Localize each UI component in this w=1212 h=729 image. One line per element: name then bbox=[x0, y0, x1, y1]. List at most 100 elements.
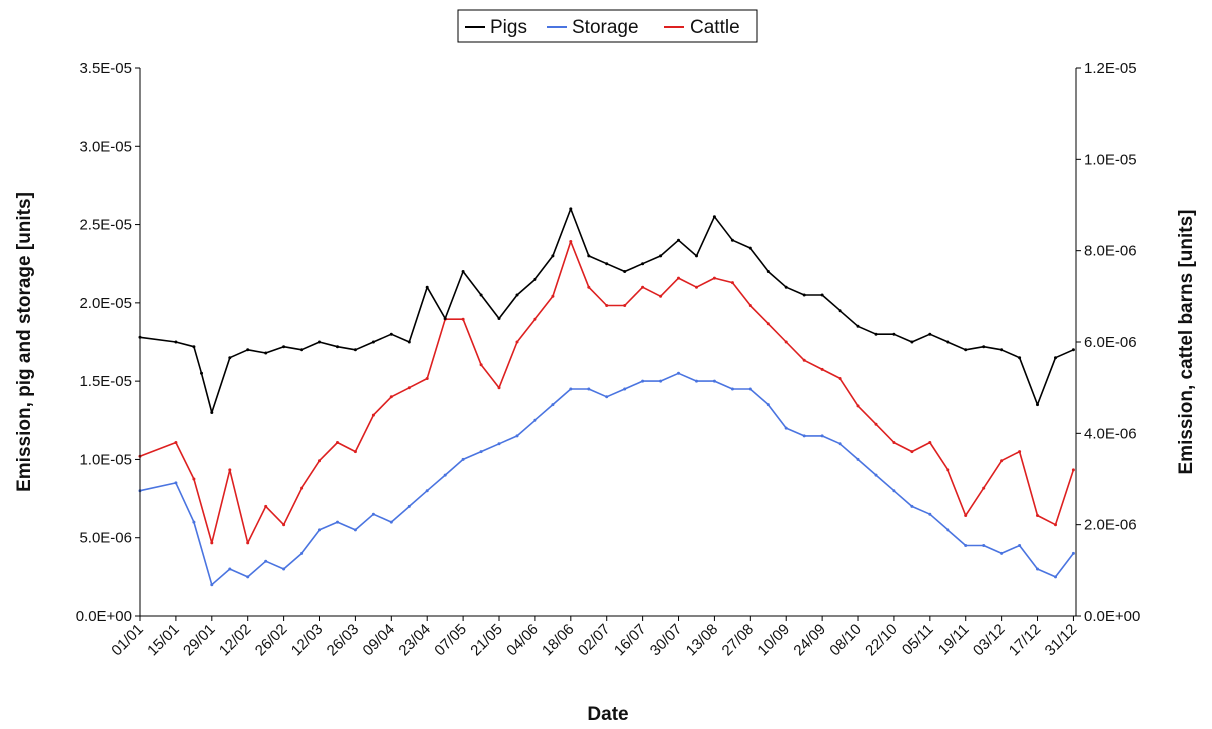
data-point-pigs bbox=[802, 293, 806, 297]
data-point-storage bbox=[820, 434, 824, 438]
x-tick-label: 02/07 bbox=[575, 621, 614, 660]
data-point-pigs bbox=[730, 238, 734, 242]
series-points-storage bbox=[138, 371, 1075, 587]
data-point-cattle bbox=[407, 386, 411, 390]
data-point-cattle bbox=[964, 514, 968, 517]
data-point-storage bbox=[784, 426, 788, 430]
x-tick-label: 19/11 bbox=[935, 621, 973, 659]
data-point-cattle bbox=[551, 294, 555, 298]
data-point-storage bbox=[677, 371, 680, 375]
data-point-storage bbox=[1071, 551, 1075, 555]
data-point-storage bbox=[425, 489, 429, 493]
data-point-cattle bbox=[982, 486, 986, 490]
legend-box bbox=[457, 9, 758, 43]
data-point-pigs bbox=[587, 254, 591, 258]
data-point-storage bbox=[964, 544, 968, 547]
data-point-cattle bbox=[1000, 459, 1004, 463]
data-point-pigs bbox=[946, 340, 950, 344]
data-point-cattle bbox=[461, 317, 465, 321]
data-point-pigs bbox=[282, 345, 286, 349]
data-point-storage bbox=[892, 489, 896, 493]
data-point-cattle bbox=[569, 240, 573, 243]
data-point-pigs bbox=[443, 317, 447, 320]
left-axis-title: Emission, pig and storage [units] bbox=[14, 192, 35, 492]
left-tick-label: 3.5E-05 bbox=[79, 60, 132, 77]
data-point-storage bbox=[659, 379, 663, 383]
data-point-cattle bbox=[515, 340, 519, 344]
right-tick-label: 0.0E+00 bbox=[1084, 608, 1140, 625]
left-tick-label: 0.0E+00 bbox=[76, 608, 132, 625]
data-point-cattle bbox=[712, 276, 716, 280]
left-tick-label: 1.5E-05 bbox=[79, 373, 132, 390]
x-tick-label: 15/01 bbox=[144, 621, 183, 660]
data-point-storage bbox=[461, 457, 465, 461]
data-point-pigs bbox=[964, 348, 968, 352]
x-axis-title: Date bbox=[587, 704, 628, 725]
data-point-storage bbox=[228, 567, 232, 571]
x-tick-label: 16/07 bbox=[611, 621, 650, 660]
right-tick-label: 8.0E-06 bbox=[1084, 243, 1137, 260]
data-point-pigs bbox=[353, 348, 357, 352]
left-tick-label: 3.0E-05 bbox=[79, 138, 132, 155]
series-line-storage bbox=[139, 372, 1075, 586]
x-axis-ticks: 01/0115/0129/0112/0226/0212/0326/0309/04… bbox=[108, 616, 1080, 659]
data-point-storage bbox=[174, 481, 178, 485]
data-point-storage bbox=[551, 403, 555, 407]
data-point-cattle bbox=[730, 281, 734, 285]
data-point-pigs bbox=[318, 340, 321, 344]
plot-area bbox=[140, 68, 1076, 616]
data-point-storage bbox=[246, 575, 250, 579]
left-tick-label: 2.0E-05 bbox=[79, 295, 132, 312]
data-point-cattle bbox=[389, 395, 393, 399]
data-point-storage bbox=[874, 473, 878, 477]
data-point-storage bbox=[497, 442, 501, 446]
data-point-pigs bbox=[766, 270, 770, 273]
data-point-cattle bbox=[497, 386, 501, 390]
data-point-pigs bbox=[784, 285, 788, 289]
data-point-pigs bbox=[856, 324, 860, 328]
data-point-pigs bbox=[425, 285, 429, 289]
data-point-pigs bbox=[407, 340, 411, 344]
right-tick-label: 2.0E-06 bbox=[1084, 517, 1137, 534]
data-point-cattle bbox=[533, 317, 537, 321]
data-point-pigs bbox=[677, 238, 680, 242]
data-point-storage bbox=[1000, 551, 1004, 555]
data-point-pigs bbox=[874, 332, 878, 336]
data-point-pigs bbox=[228, 356, 232, 360]
data-point-pigs bbox=[533, 277, 537, 281]
data-point-storage bbox=[748, 387, 752, 391]
data-point-cattle bbox=[946, 468, 950, 472]
data-point-cattle bbox=[1018, 450, 1022, 454]
legend: Pigs Storage Cattle bbox=[457, 9, 758, 43]
series-line-cattle bbox=[139, 240, 1075, 544]
data-point-cattle bbox=[479, 363, 483, 367]
data-point-cattle bbox=[623, 304, 627, 307]
x-tick-label: 24/09 bbox=[790, 621, 829, 660]
data-point-storage bbox=[282, 567, 286, 571]
x-tick-label: 29/01 bbox=[180, 621, 219, 660]
data-point-storage bbox=[300, 551, 304, 555]
data-point-pigs bbox=[461, 270, 465, 273]
data-point-storage bbox=[766, 403, 770, 407]
data-point-cattle bbox=[802, 358, 806, 362]
data-point-pigs bbox=[892, 332, 896, 336]
x-tick-label: 26/03 bbox=[324, 621, 363, 660]
data-point-storage bbox=[587, 387, 591, 391]
data-point-storage bbox=[623, 387, 627, 391]
data-point-cattle bbox=[766, 322, 770, 326]
data-point-storage bbox=[318, 528, 321, 532]
data-point-pigs bbox=[982, 345, 986, 349]
data-point-storage bbox=[802, 434, 806, 438]
data-point-cattle bbox=[174, 441, 178, 444]
right-tick-label: 1.0E-05 bbox=[1084, 151, 1137, 168]
data-point-storage bbox=[1054, 575, 1057, 579]
data-point-cattle bbox=[264, 504, 268, 508]
data-point-storage bbox=[479, 450, 483, 454]
data-point-cattle bbox=[371, 413, 375, 417]
series-points-pigs bbox=[138, 207, 1075, 414]
data-point-cattle bbox=[246, 541, 250, 545]
x-tick-label: 12/02 bbox=[216, 621, 255, 660]
data-point-cattle bbox=[910, 450, 914, 454]
x-tick-label: 08/10 bbox=[826, 621, 865, 660]
